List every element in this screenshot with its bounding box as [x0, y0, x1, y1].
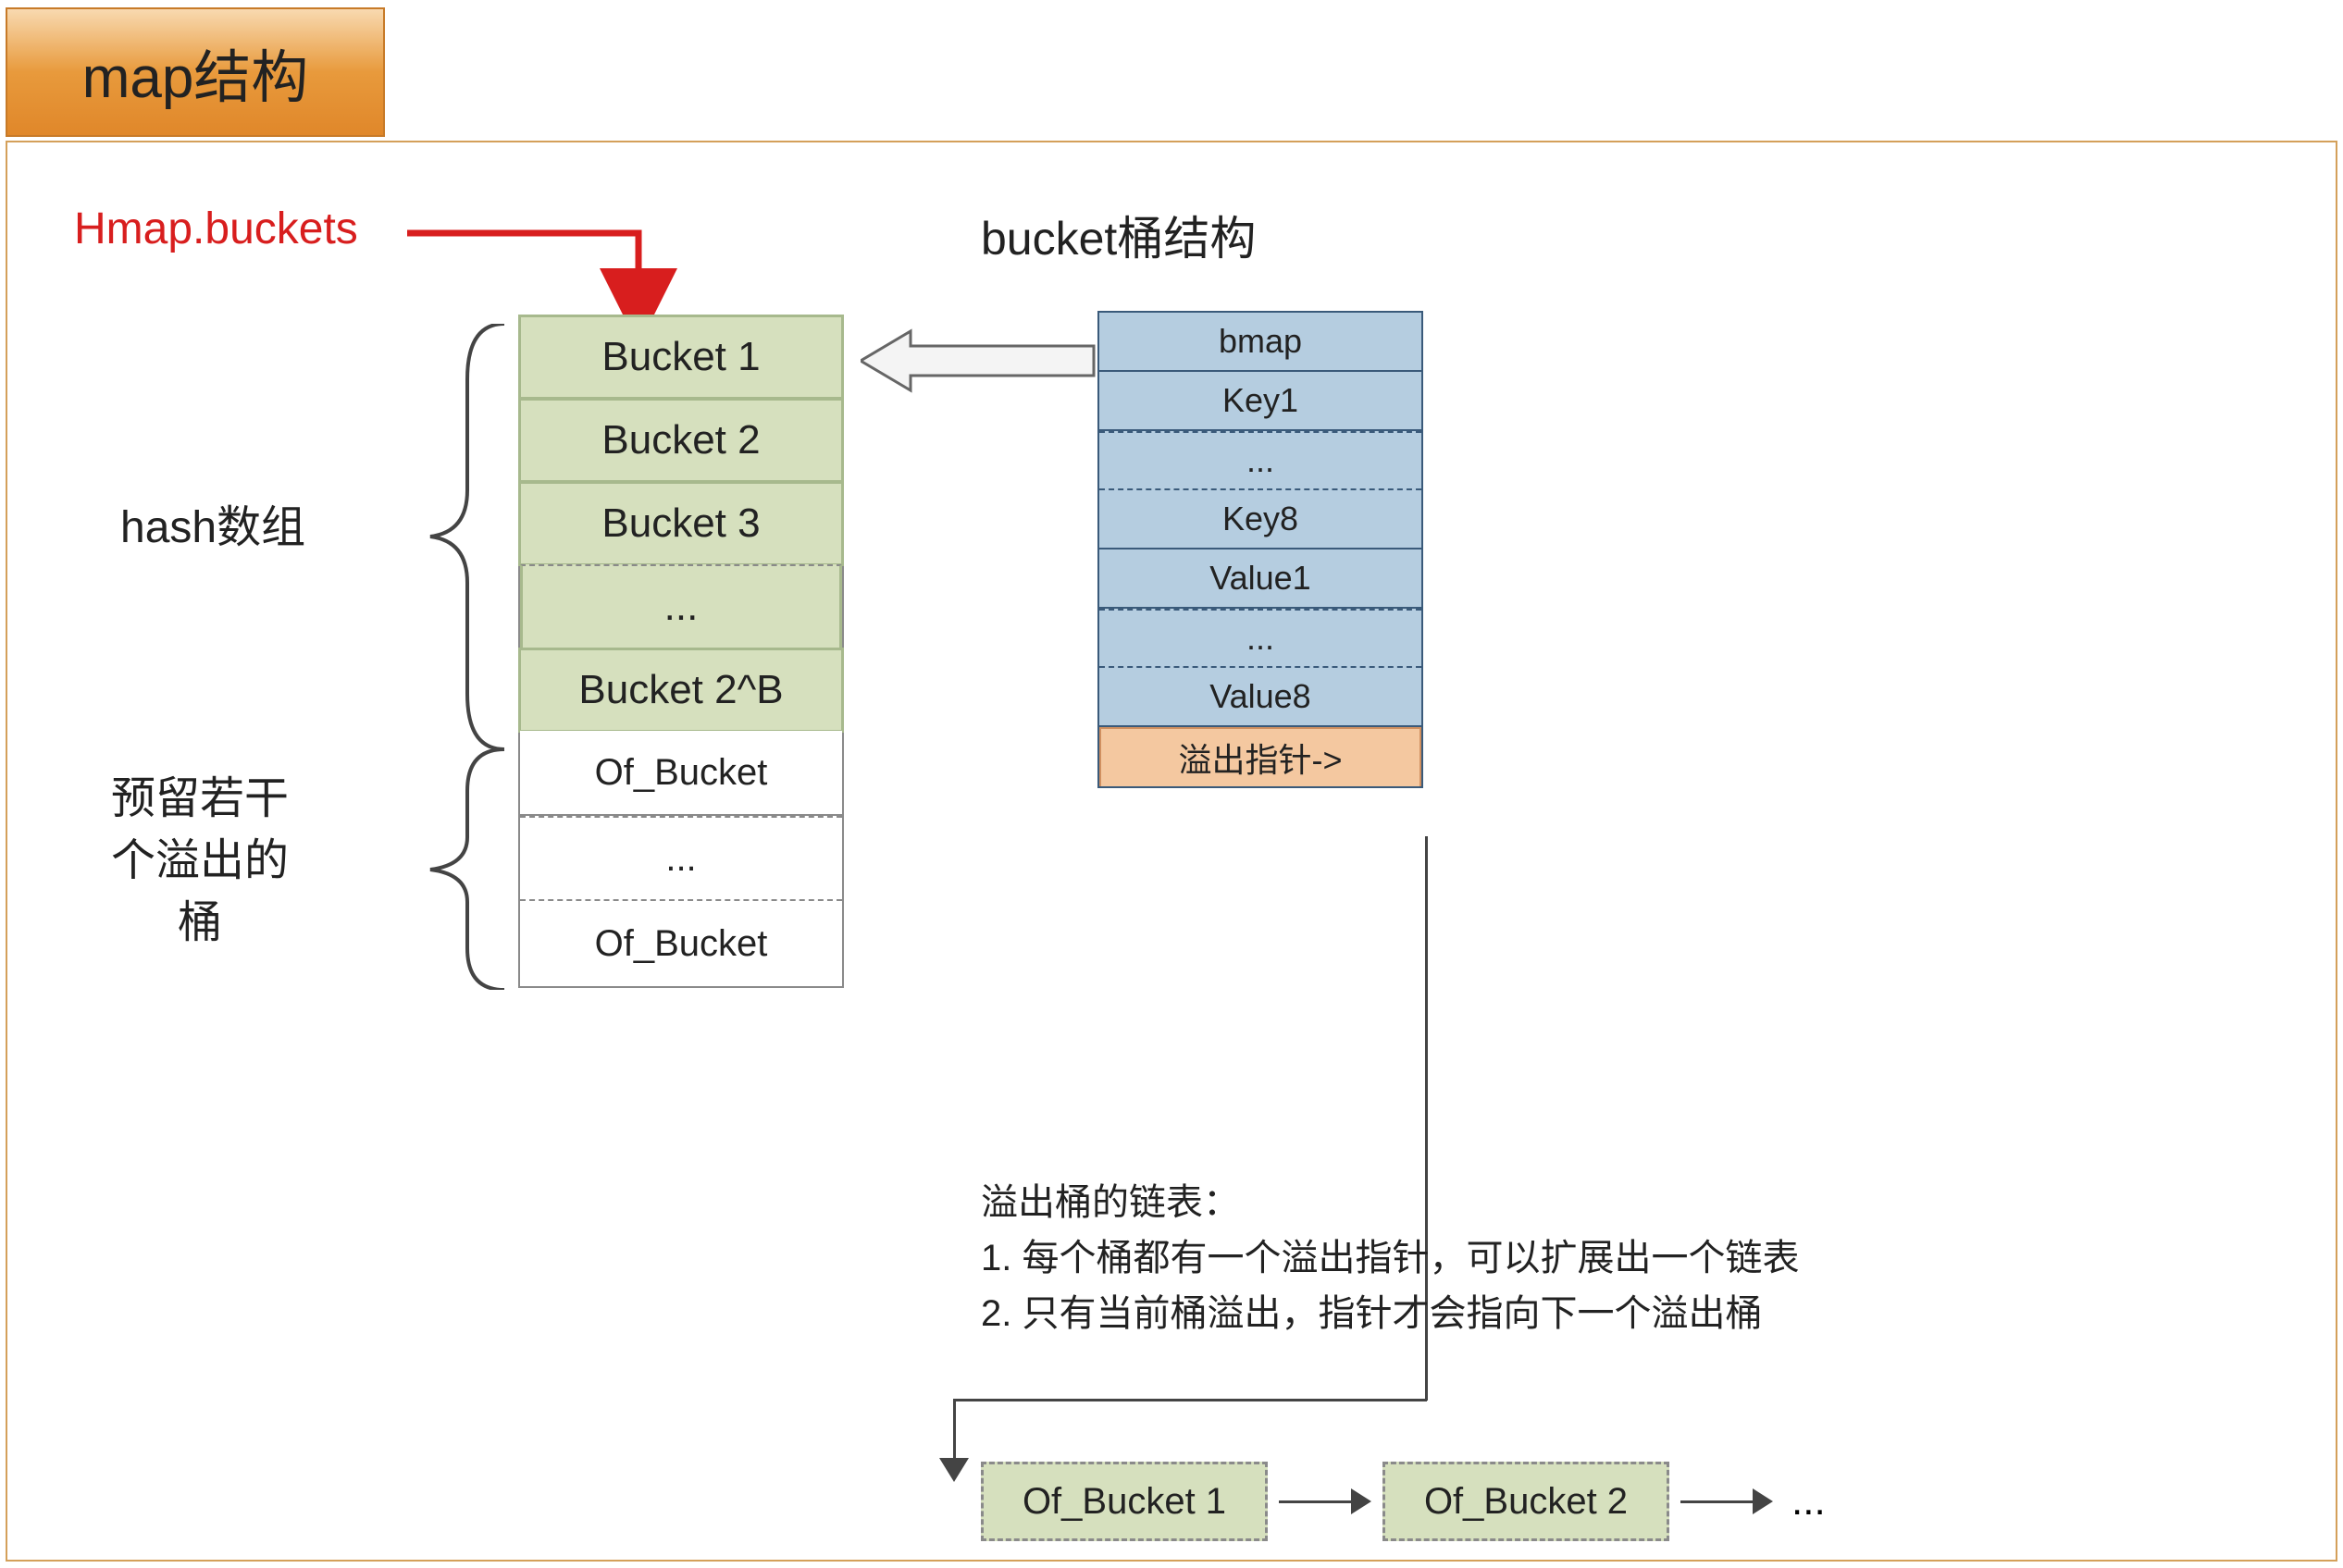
overflow-route-arrowhead-icon	[939, 1458, 969, 1482]
hmap-buckets-label: Hmap.buckets	[74, 204, 358, 254]
chain-ellipsis: ...	[1791, 1478, 1826, 1525]
overflow-brace-icon	[389, 749, 509, 990]
overflow-route-h-icon	[953, 1399, 1427, 1401]
diagram-canvas: map结构 Hmap.buckets bucket桶结构 Bucket 1Buc…	[0, 0, 2343, 1568]
chain-arrow-icon	[1680, 1488, 1773, 1514]
of-bucket-box: Of_Bucket 2	[1382, 1462, 1669, 1541]
title-text: map结构	[82, 31, 309, 114]
bucket-column: Bucket 1Bucket 2Bucket 3...Bucket 2^BOf_…	[518, 315, 844, 988]
bucket-cell: Bucket 2	[518, 398, 844, 483]
bmap-cell: Key8	[1099, 490, 1421, 549]
bucket-cell: Bucket 1	[518, 315, 844, 400]
bmap-cell: Value8	[1099, 668, 1421, 727]
overflow-note-line1: 1. 每个桶都有一个溢出指针，可以扩展出一个链表	[981, 1230, 1799, 1286]
title-badge: map结构	[6, 7, 385, 137]
overflow-note-title: 溢出桶的链表：	[981, 1175, 1799, 1230]
bmap-to-bucket-arrow-icon	[861, 324, 1096, 398]
of-bucket-box: Of_Bucket 1	[981, 1462, 1268, 1541]
hash-array-label: hash数组	[120, 490, 305, 555]
of-bucket-chain: Of_Bucket 1 Of_Bucket 2...	[981, 1462, 1826, 1541]
bucket-cell: Of_Bucket	[520, 731, 842, 816]
bucket-struct-title: bucket桶结构	[981, 202, 1256, 268]
bmap-cell: Key1	[1099, 372, 1421, 431]
bucket-cell: Bucket 3	[518, 481, 844, 566]
bmap-cell: Value1	[1099, 549, 1421, 609]
hash-brace-icon	[389, 324, 509, 749]
overflow-note: 溢出桶的链表： 1. 每个桶都有一个溢出指针，可以扩展出一个链表 2. 只有当前…	[981, 1175, 1799, 1341]
overflow-route-v2-icon	[953, 1399, 956, 1463]
bmap-cell: ...	[1099, 431, 1421, 490]
bucket-cell: Bucket 2^B	[518, 648, 844, 733]
bmap-cell: bmap	[1099, 313, 1421, 372]
chain-arrow-icon	[1279, 1488, 1371, 1514]
overflow-label-line: 桶	[111, 892, 289, 954]
bmap-column: bmapKey1...Key8Value1...Value8溢出指针->	[1097, 311, 1423, 788]
overflow-pointer-cell: 溢出指针->	[1099, 727, 1421, 786]
bucket-cell: ...	[520, 816, 842, 901]
bucket-cell: Of_Bucket	[520, 901, 842, 986]
overflow-label-line: 预留若干	[111, 768, 289, 830]
overflow-reserve-label: 预留若干个溢出的桶	[111, 768, 289, 955]
bucket-cell: ...	[520, 564, 842, 649]
bmap-cell: ...	[1099, 609, 1421, 668]
overflow-note-line2: 2. 只有当前桶溢出，指针才会指向下一个溢出桶	[981, 1286, 1799, 1341]
overflow-label-line: 个溢出的	[111, 830, 289, 892]
